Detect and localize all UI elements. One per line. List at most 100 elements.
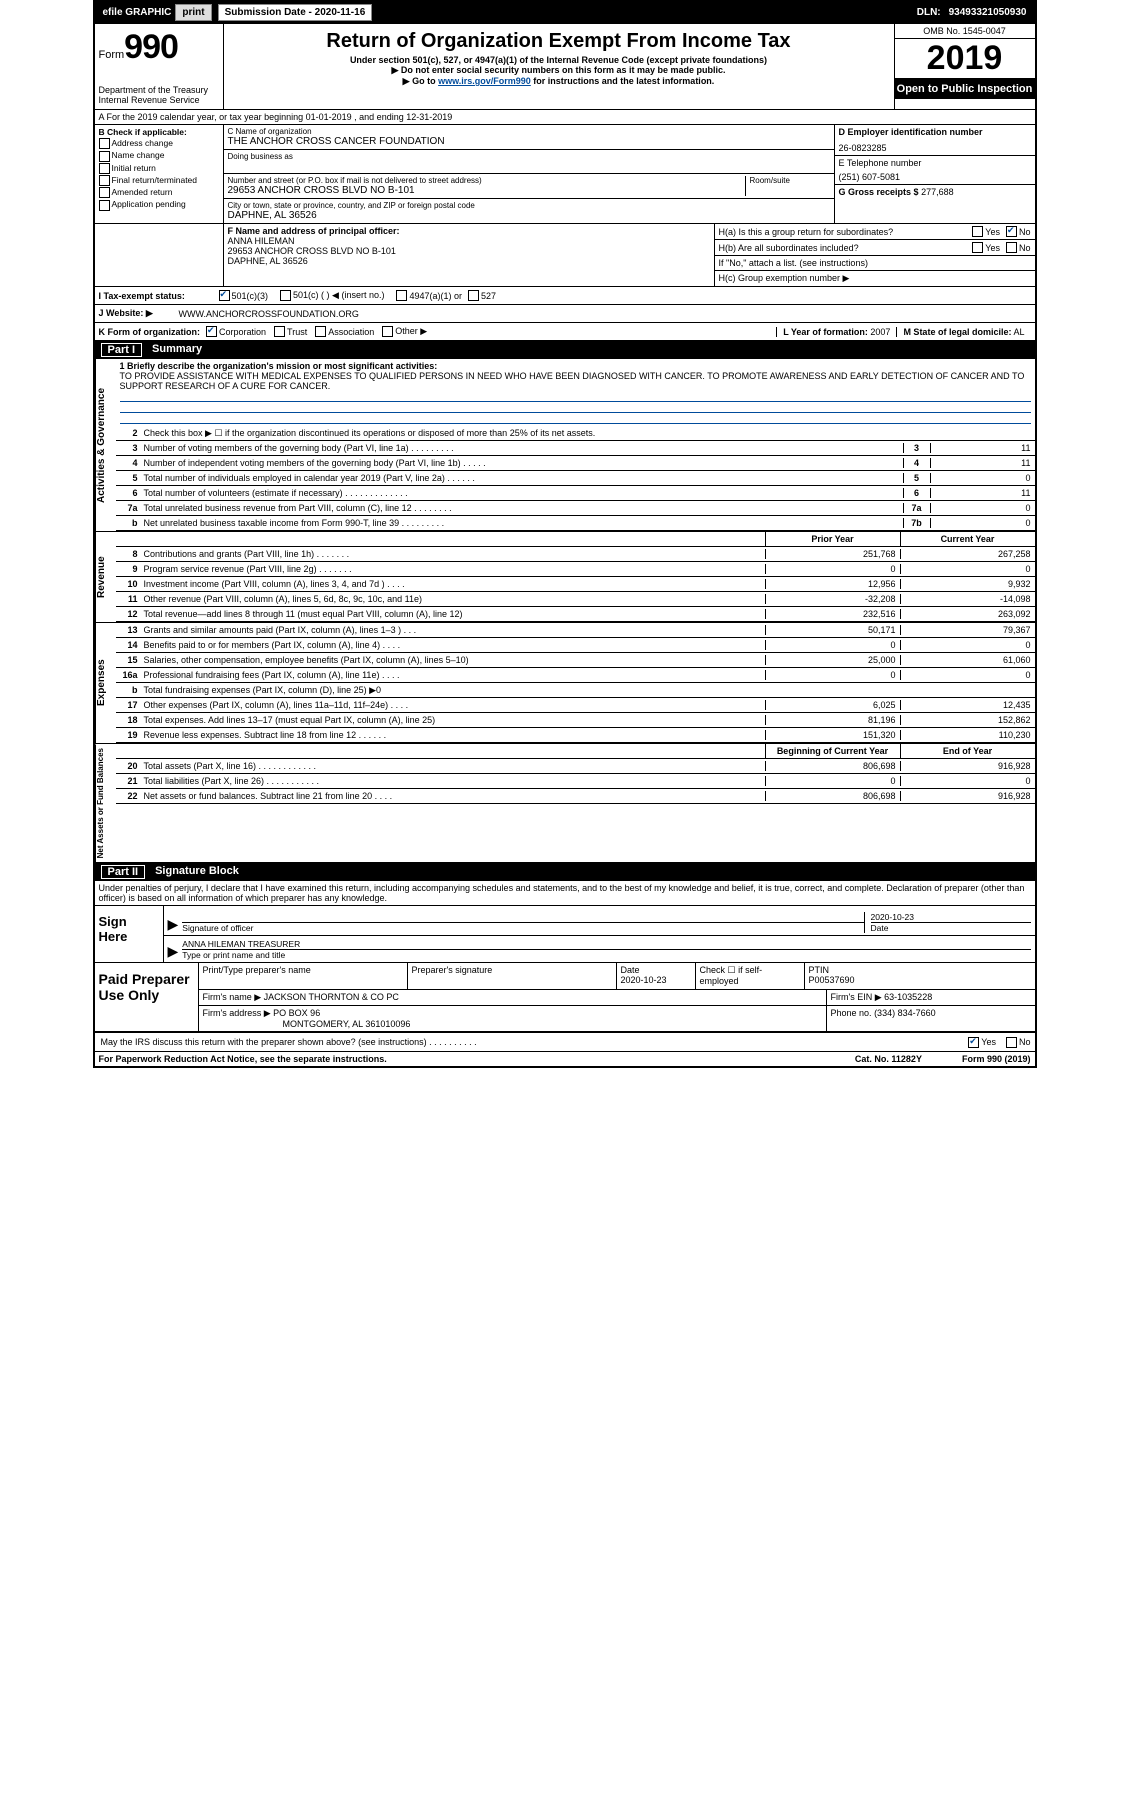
discuss-yes[interactable] (968, 1037, 979, 1048)
chk-corporation[interactable] (206, 326, 217, 337)
table-row: bNet unrelated business taxable income f… (116, 516, 1035, 531)
arrow-icon: ▶ (168, 943, 179, 960)
officer-city: DAPHNE, AL 36526 (228, 256, 710, 266)
section-i: I Tax-exempt status: 501(c)(3) 501(c) ( … (95, 287, 1035, 305)
declaration-text: Under penalties of perjury, I declare th… (95, 881, 1035, 906)
website: WWW.ANCHORCROSSFOUNDATION.ORG (179, 309, 359, 319)
org-address: 29653 ANCHOR CROSS BLVD NO B-101 (228, 185, 745, 196)
chk-4947[interactable] (396, 290, 407, 301)
ein: 26-0823285 (839, 143, 1031, 153)
revenue-section: Revenue Prior Year Current Year 8Contrib… (95, 531, 1035, 622)
ha-no[interactable] (1006, 226, 1017, 237)
discuss-row: May the IRS discuss this return with the… (95, 1033, 1035, 1052)
chk-501c3[interactable] (219, 290, 230, 301)
section-c: C Name of organization THE ANCHOR CROSS … (224, 125, 834, 223)
efile-label: efile GRAPHIC (103, 7, 172, 18)
org-city: DAPHNE, AL 36526 (228, 210, 830, 221)
mission-text: TO PROVIDE ASSISTANCE WITH MEDICAL EXPEN… (120, 371, 1031, 391)
chk-address-change[interactable]: Address change (99, 138, 219, 149)
irs-label: Internal Revenue Service (99, 95, 219, 105)
chk-trust[interactable] (274, 326, 285, 337)
inspection-label: Open to Public Inspection (895, 79, 1035, 99)
table-row: 12Total revenue—add lines 8 through 11 (… (116, 607, 1035, 622)
submission-date-box: Submission Date - 2020-11-16 (218, 4, 373, 21)
section-f: F Name and address of principal officer:… (223, 224, 714, 286)
print-button[interactable]: print (175, 4, 211, 21)
table-row: 4Number of independent voting members of… (116, 456, 1035, 471)
officer-print-name: ANNA HILEMAN TREASURER (182, 939, 1030, 950)
officer-group-block: F Name and address of principal officer:… (95, 224, 1035, 287)
officer-sig-date: 2020-10-23 (871, 912, 1031, 922)
year-formation: 2007 (870, 327, 890, 337)
phone: (251) 607-5081 (839, 172, 1031, 182)
chk-other[interactable] (382, 326, 393, 337)
form-ref: Form 990 (2019) (962, 1054, 1031, 1064)
netassets-section: Net Assets or Fund Balances Beginning of… (95, 743, 1035, 863)
form-note2: ▶ Go to www.irs.gov/Form990 for instruct… (228, 76, 890, 87)
ptin: P00537690 (809, 975, 1031, 985)
topbar: efile GRAPHIC print Submission Date - 20… (95, 2, 1035, 24)
table-row: 18Total expenses. Add lines 13–17 (must … (116, 713, 1035, 728)
table-row: 11Other revenue (Part VIII, column (A), … (116, 592, 1035, 607)
hb-no[interactable] (1006, 242, 1017, 253)
officer-name: ANNA HILEMAN (228, 236, 710, 246)
dln-value: 93493321050930 (949, 7, 1027, 18)
page-footer: For Paperwork Reduction Act Notice, see … (95, 1052, 1035, 1066)
table-row: 17Other expenses (Part IX, column (A), l… (116, 698, 1035, 713)
chk-initial-return[interactable]: Initial return (99, 163, 219, 174)
table-row: 13Grants and similar amounts paid (Part … (116, 623, 1035, 638)
tax-year: 2019 (895, 39, 1035, 79)
section-j: J Website: ▶ WWW.ANCHORCROSSFOUNDATION.O… (95, 305, 1035, 323)
form-center: Return of Organization Exempt From Incom… (224, 24, 894, 109)
table-row: 9Program service revenue (Part VIII, lin… (116, 562, 1035, 577)
table-row: 14Benefits paid to or for members (Part … (116, 638, 1035, 653)
chk-501c[interactable] (280, 290, 291, 301)
form990-link[interactable]: www.irs.gov/Form990 (438, 76, 531, 86)
paid-preparer-block: Paid Preparer Use Only Print/Type prepar… (95, 963, 1035, 1033)
revenue-header: Prior Year Current Year (116, 532, 1035, 547)
form-title: Return of Organization Exempt From Incom… (228, 30, 890, 53)
entity-info-block: B Check if applicable: Address change Na… (95, 125, 1035, 224)
cat-no: Cat. No. 11282Y (855, 1054, 922, 1064)
state-domicile: AL (1013, 327, 1024, 337)
discuss-no[interactable] (1006, 1037, 1017, 1048)
chk-name-change[interactable]: Name change (99, 150, 219, 161)
table-row: 5Total number of individuals employed in… (116, 471, 1035, 486)
section-klm: K Form of organization: Corporation Trus… (95, 323, 1035, 341)
table-row: 22Net assets or fund balances. Subtract … (116, 789, 1035, 804)
form-right: OMB No. 1545-0047 2019 Open to Public In… (894, 24, 1035, 109)
table-row: 20Total assets (Part X, line 16) . . . .… (116, 759, 1035, 774)
org-name: THE ANCHOR CROSS CANCER FOUNDATION (228, 136, 830, 147)
part1-header: Part I Summary (95, 341, 1035, 359)
prep-date: 2020-10-23 (621, 975, 691, 985)
section-h: H(a) Is this a group return for subordin… (714, 224, 1035, 286)
table-row: 6Total number of volunteers (estimate if… (116, 486, 1035, 501)
form-header: Form990 Department of the Treasury Inter… (95, 24, 1035, 110)
chk-association[interactable] (315, 326, 326, 337)
hb-yes[interactable] (972, 242, 983, 253)
firm-addr2: MONTGOMERY, AL 361010096 (283, 1019, 822, 1029)
row-a-period: A For the 2019 calendar year, or tax yea… (95, 110, 1035, 125)
netassets-header: Beginning of Current Year End of Year (116, 744, 1035, 759)
firm-phone: (334) 834-7660 (874, 1008, 936, 1018)
table-row: 3Number of voting members of the governi… (116, 441, 1035, 456)
table-row: 7aTotal unrelated business revenue from … (116, 501, 1035, 516)
table-row: 21Total liabilities (Part X, line 26) . … (116, 774, 1035, 789)
form-subtitle: Under section 501(c), 527, or 4947(a)(1)… (228, 55, 890, 65)
table-row: 10Investment income (Part VIII, column (… (116, 577, 1035, 592)
arrow-icon: ▶ (168, 916, 179, 933)
chk-527[interactable] (468, 290, 479, 301)
omb-number: OMB No. 1545-0047 (895, 24, 1035, 39)
dln-label: DLN: (917, 7, 941, 18)
section-deg: D Employer identification number 26-0823… (834, 125, 1035, 223)
chk-amended-return[interactable]: Amended return (99, 187, 219, 198)
chk-final-return[interactable]: Final return/terminated (99, 175, 219, 186)
firm-name: JACKSON THORNTON & CO PC (264, 992, 399, 1002)
chk-application-pending[interactable]: Application pending (99, 199, 219, 210)
table-row: 15Salaries, other compensation, employee… (116, 653, 1035, 668)
form-left: Form990 Department of the Treasury Inter… (95, 24, 224, 109)
form-990-page: efile GRAPHIC print Submission Date - 20… (93, 0, 1037, 1068)
ha-yes[interactable] (972, 226, 983, 237)
officer-addr: 29653 ANCHOR CROSS BLVD NO B-101 (228, 246, 710, 256)
expenses-section: Expenses 13Grants and similar amounts pa… (95, 622, 1035, 743)
